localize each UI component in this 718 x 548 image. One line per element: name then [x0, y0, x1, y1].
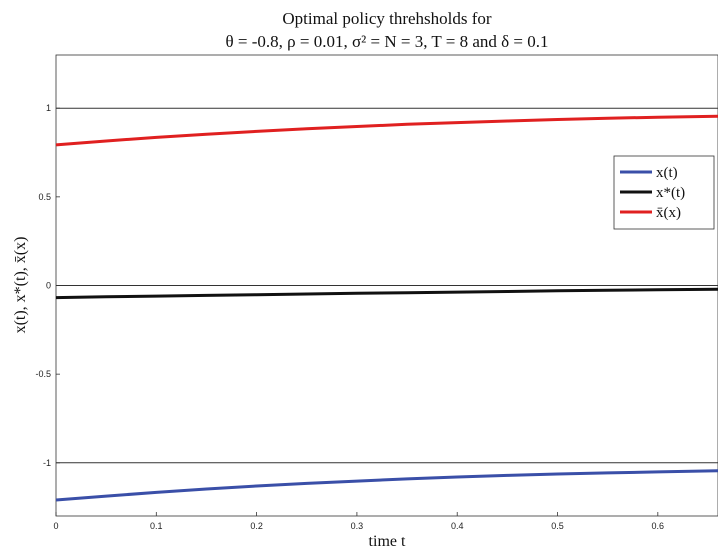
series-line-1 — [55, 469, 718, 502]
legend-label: x*(t) — [656, 185, 685, 201]
chart-title-line2: θ = -0.8, ρ = 0.01, σ² = N = 3, T = 8 an… — [226, 32, 549, 51]
x-tick-label: 0.3 — [351, 521, 364, 531]
y-tick-label: 0.5 — [38, 192, 51, 202]
chart-title-line1: Optimal policy threhsholds for — [282, 9, 492, 28]
legend-label: x̄(x) — [656, 205, 681, 221]
series-line-3 — [55, 114, 718, 147]
x-tick-label: 0.5 — [551, 521, 564, 531]
y-tick-label: 1 — [46, 103, 51, 113]
y-tick-label: 0 — [46, 281, 51, 291]
y-tick-label: -0.5 — [35, 369, 51, 379]
x-tick-label: 0.2 — [250, 521, 263, 531]
reference-lines — [56, 107, 718, 464]
legend-label: x(t) — [656, 165, 678, 181]
x-axis-label: time t — [369, 533, 406, 548]
series-line-2 — [55, 287, 718, 300]
x-tick-label: 0.4 — [451, 521, 464, 531]
x-tick-label: 0 — [53, 521, 58, 531]
x-tick-label: 0.6 — [652, 521, 665, 531]
legend: x(t) x*(t) x̄(x) — [613, 155, 715, 230]
x-tick-label: 0.1 — [150, 521, 163, 531]
y-tick-label: -1 — [43, 458, 51, 468]
y-axis: -1 -0.5 0 0.5 1 — [35, 103, 60, 468]
x-axis: 0 0.1 0.2 0.3 0.4 0.5 0.6 — [53, 512, 664, 531]
y-axis-label: x(t), x*(t), x̄(x) — [12, 237, 29, 334]
series-lines — [55, 114, 718, 502]
